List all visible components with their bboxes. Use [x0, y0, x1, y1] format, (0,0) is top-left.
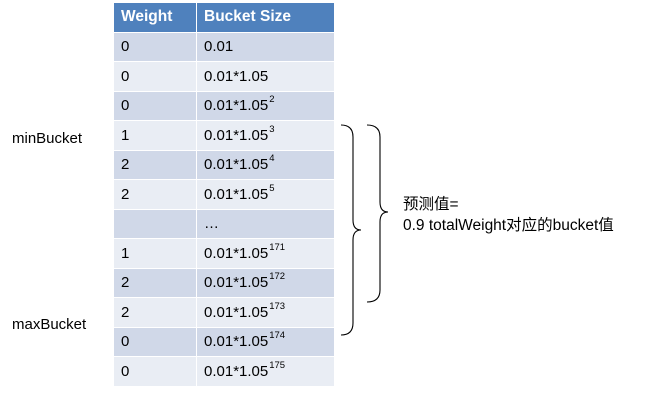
bucket-size-exponent: 172: [269, 271, 286, 283]
bucket-size-cell: 0.01: [197, 32, 334, 61]
bucket-size-base: 0.01*1.05: [204, 185, 269, 203]
weight-cell: 2: [114, 150, 196, 179]
bucket-size-base: 0.01*1.05: [204, 333, 269, 351]
weight-cell: 0: [114, 357, 196, 386]
bucket-size-base: 0.01: [204, 38, 234, 56]
inner-brace: [340, 124, 362, 336]
bucket-size-exponent: 171: [269, 241, 286, 253]
bucket-size-cell: 0.01*1.05 2: [197, 91, 334, 120]
weight-cell: [114, 209, 196, 238]
table-row: 0 0.01*1.05: [114, 62, 334, 91]
bucket-size-exponent: 2: [269, 94, 275, 106]
weight-cell: 2: [114, 298, 196, 327]
bucket-size-base: 0.01*1.05: [204, 97, 269, 115]
prediction-annotation: 预测值= 0.9 totalWeight对应的bucket值: [403, 194, 614, 236]
annotation-line-2: 0.9 totalWeight对应的bucket值: [403, 217, 614, 234]
bucket-size-exponent: 5: [269, 182, 275, 194]
bucket-size-base: 0.01*1.05: [204, 126, 269, 144]
bucket-size-base: …: [204, 215, 219, 233]
table-row: 1 0.01*1.05 3: [114, 121, 334, 150]
bucket-size-exponent: 175: [269, 359, 286, 371]
bucket-size-base: 0.01*1.05: [204, 274, 269, 292]
header-bucket-size: Bucket Size: [197, 3, 334, 32]
outer-brace: [366, 124, 389, 303]
weight-cell: 0: [114, 327, 196, 356]
bucket-size-cell: 0.01*1.05 171: [197, 239, 334, 268]
bucket-size-base: 0.01*1.05: [204, 362, 269, 380]
weight-cell: 0: [114, 32, 196, 61]
bucket-size-cell: 0.01*1.05 5: [197, 180, 334, 209]
bucket-size-cell: 0.01*1.05 172: [197, 268, 334, 297]
table-row: 0 0.01*1.05 175: [114, 357, 334, 386]
table-row: 0 0.01*1.05 174: [114, 327, 334, 356]
bucket-size-base: 0.01*1.05: [204, 244, 269, 262]
table-row: 1 0.01*1.05 171: [114, 239, 334, 268]
min-bucket-label: minBucket: [12, 130, 83, 147]
weight-cell: 2: [114, 268, 196, 297]
table-row: 2 0.01*1.05 4: [114, 150, 334, 179]
bucket-size-cell: 0.01*1.05: [197, 62, 334, 91]
max-bucket-label: maxBucket: [12, 316, 87, 333]
annotation-line-1: 预测值=: [403, 196, 459, 213]
bucket-size-cell: 0.01*1.05 4: [197, 150, 334, 179]
weight-cell: 1: [114, 239, 196, 268]
bucket-size-exponent: 3: [269, 123, 275, 135]
table-row: 2 0.01*1.05 172: [114, 268, 334, 297]
table-header-row: Weight Bucket Size: [114, 3, 334, 32]
table-row: 0 0.01: [114, 32, 334, 61]
bucket-size-cell: …: [197, 209, 334, 238]
bucket-table: Weight Bucket Size 0 0.01 0 0.01*1.05 0 0.01*…: [114, 3, 334, 387]
bucket-size-exponent: 173: [269, 300, 286, 312]
bucket-size-cell: 0.01*1.05 175: [197, 357, 334, 386]
weight-cell: 0: [114, 91, 196, 120]
table-row: …: [114, 209, 334, 238]
header-weight: Weight: [114, 3, 196, 32]
bucket-size-exponent: 174: [269, 330, 286, 342]
weight-cell: 0: [114, 62, 196, 91]
bucket-size-cell: 0.01*1.05 3: [197, 121, 334, 150]
bucket-size-base: 0.01*1.05: [204, 303, 269, 321]
table-body: 0 0.01 0 0.01*1.05 0 0.01*1.05 2 1 0.01*1.05 3 2 0.…: [114, 32, 334, 386]
weight-cell: 1: [114, 121, 196, 150]
table-row: 0 0.01*1.05 2: [114, 91, 334, 120]
bucket-size-base: 0.01*1.05: [204, 156, 269, 174]
weight-cell: 2: [114, 180, 196, 209]
bucket-size-cell: 0.01*1.05 173: [197, 298, 334, 327]
table-row: 2 0.01*1.05 5: [114, 180, 334, 209]
bucket-size-base: 0.01*1.05: [204, 67, 269, 85]
table-row: 2 0.01*1.05 173: [114, 298, 334, 327]
bucket-size-exponent: 4: [269, 153, 275, 165]
bucket-size-cell: 0.01*1.05 174: [197, 327, 334, 356]
